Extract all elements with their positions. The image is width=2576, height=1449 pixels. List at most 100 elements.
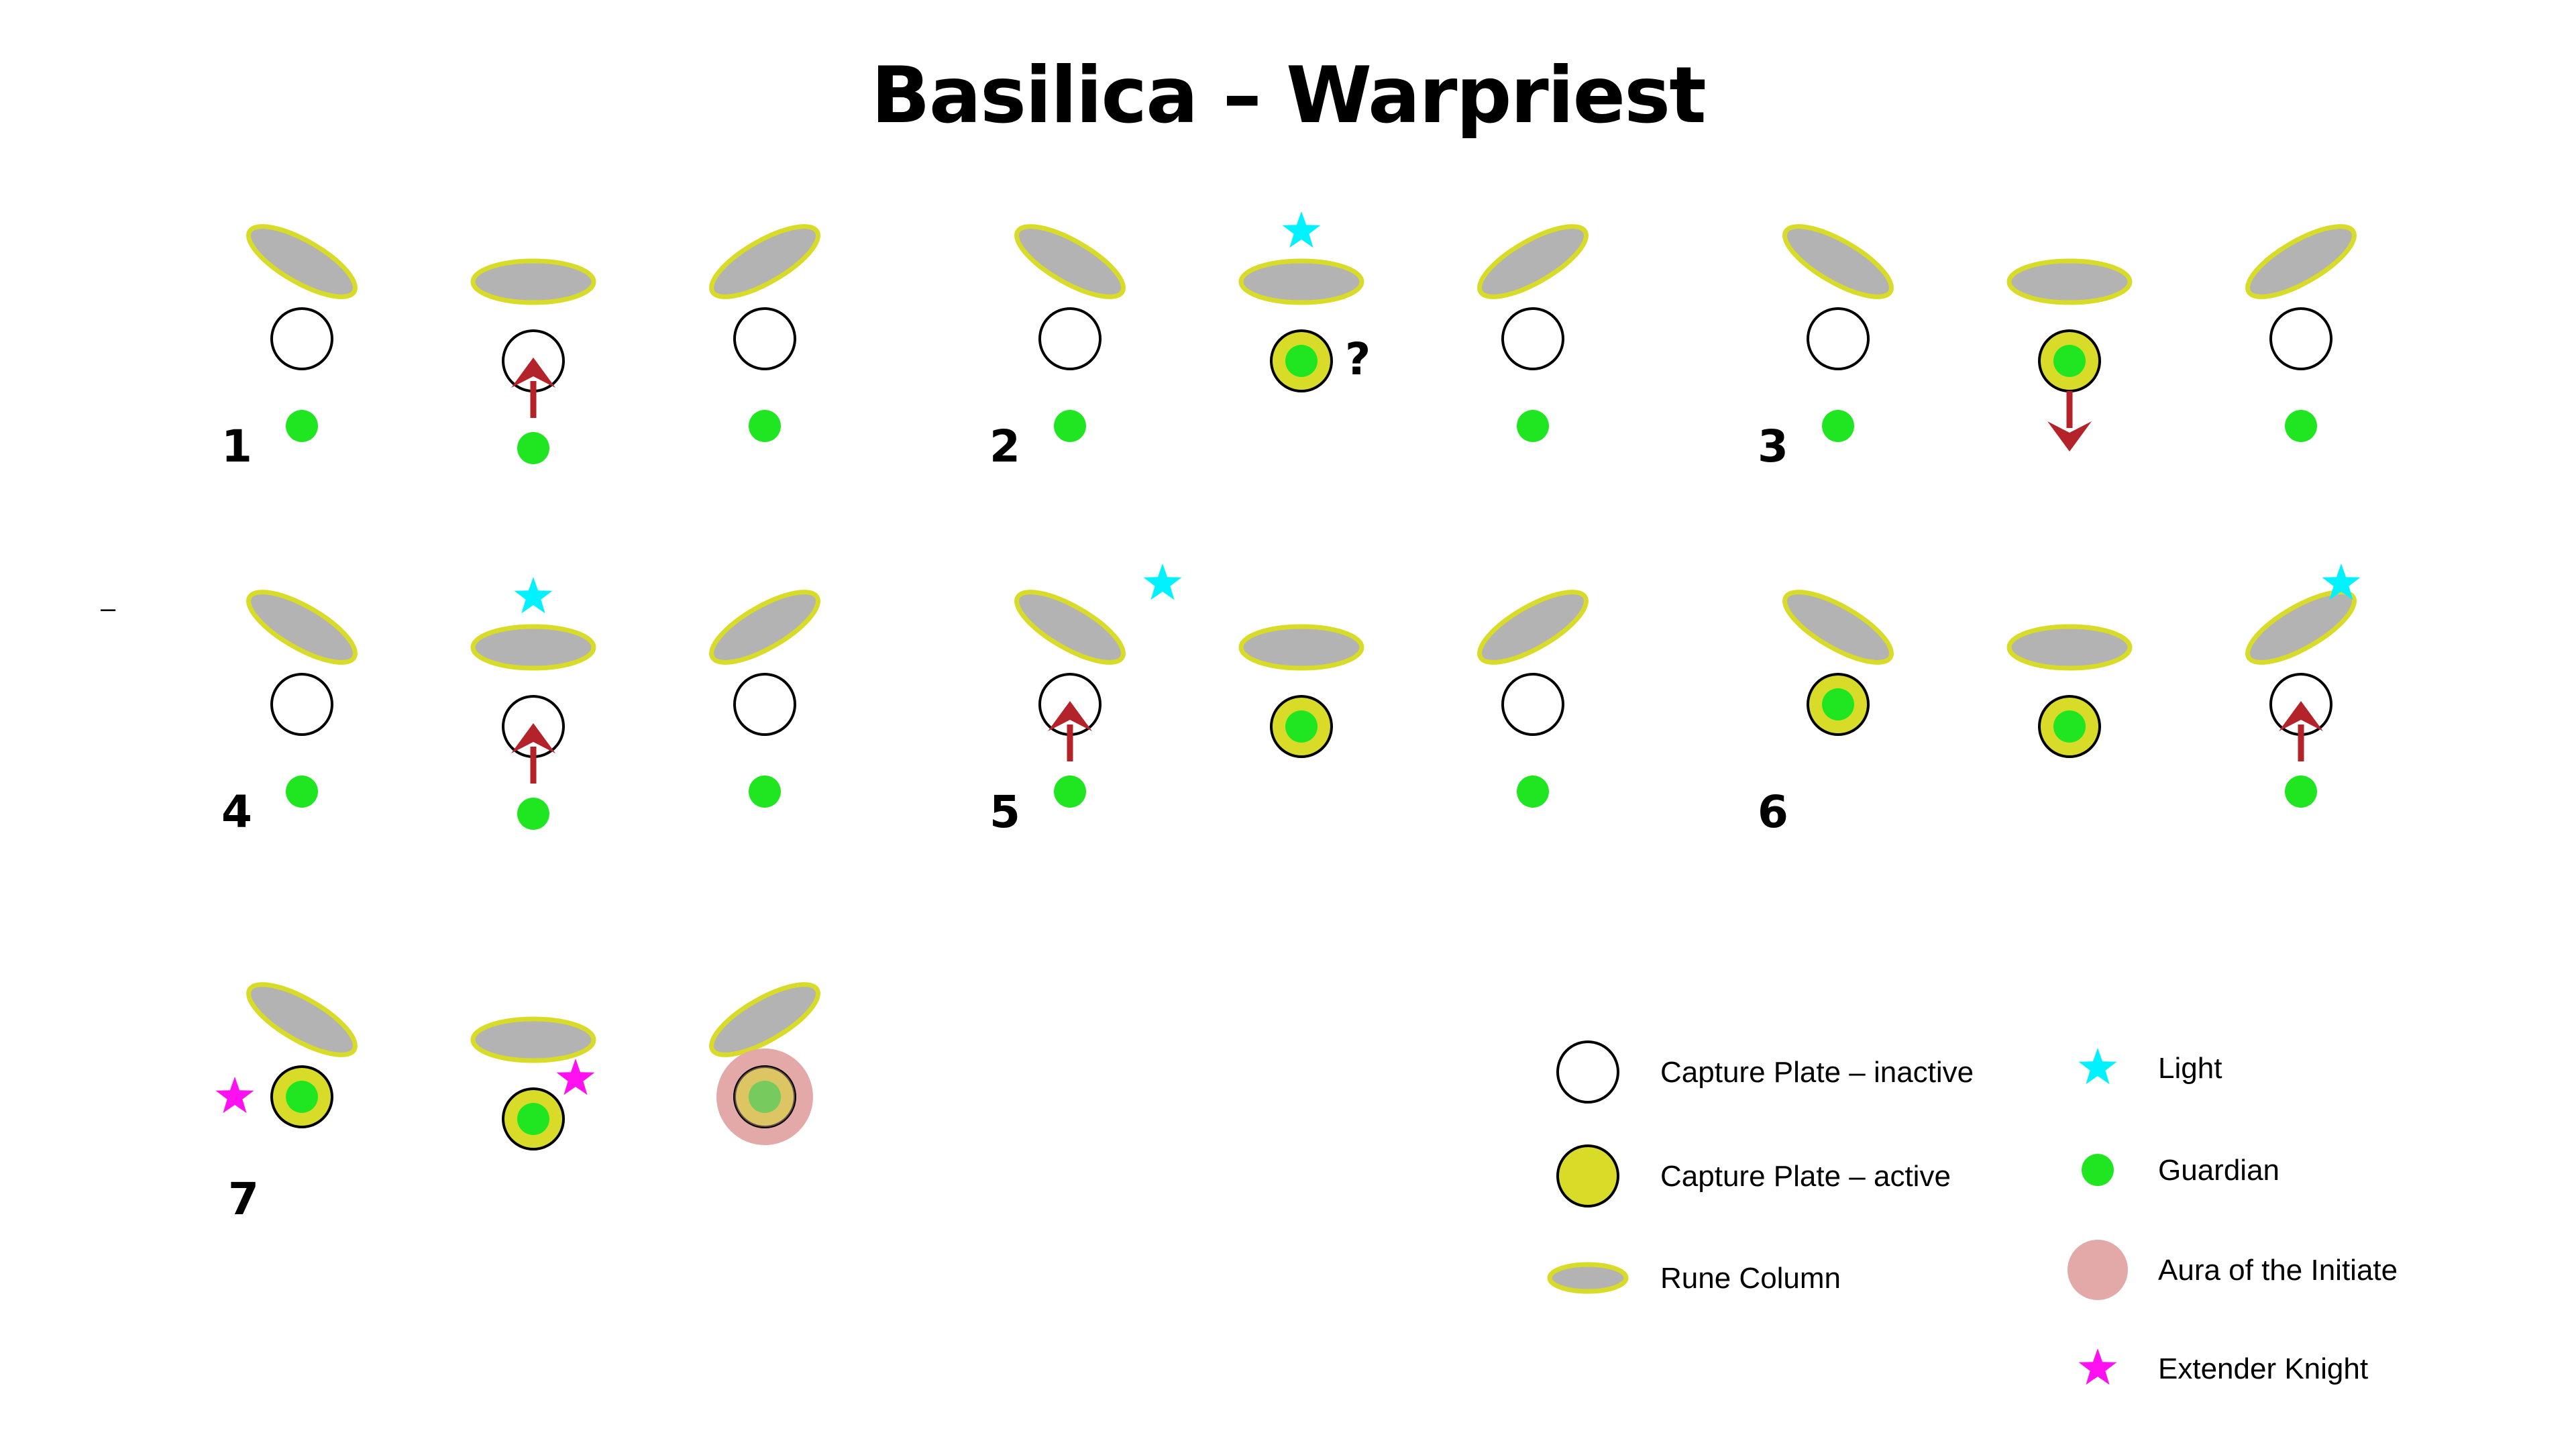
capture-plate-inactive xyxy=(733,307,796,370)
arrow-head xyxy=(2279,701,2323,731)
rune-column-0 xyxy=(246,590,358,665)
capture-plate-inactive xyxy=(1038,307,1102,370)
guardian-dot xyxy=(2053,345,2086,377)
rune-column-2 xyxy=(709,982,820,1057)
rune-column-1 xyxy=(470,258,596,305)
capture-plate-inactive xyxy=(1501,673,1564,736)
capture-plate-active-icon xyxy=(1556,1144,1619,1208)
step-number: 4 xyxy=(221,786,252,838)
step-number: 7 xyxy=(228,1173,259,1225)
rune-column-1 xyxy=(2006,258,2133,305)
move-arrow-down xyxy=(2047,391,2092,451)
step-number: 2 xyxy=(989,421,1020,472)
extender-knight-star xyxy=(215,1077,254,1114)
rune-column-2 xyxy=(709,224,820,299)
guardian-dot xyxy=(517,798,549,830)
stray-mark: – xyxy=(101,594,116,623)
guardian-dot xyxy=(286,410,318,442)
move-arrow-up xyxy=(2279,701,2323,761)
rune-column-0 xyxy=(1782,590,1894,665)
rune-column-icon xyxy=(1547,1262,1629,1294)
move-arrow-up xyxy=(511,358,555,418)
light-star xyxy=(2322,564,2361,600)
legend-item: Aura of the Initiate xyxy=(2068,1240,2398,1300)
step-number: 1 xyxy=(221,421,252,472)
capture-plate-inactive xyxy=(2269,307,2332,370)
legend-label: Capture Plate – inactive xyxy=(1660,1056,1974,1089)
light-star xyxy=(514,577,553,614)
step-7: 7 xyxy=(215,982,820,1225)
legend-label: Rune Column xyxy=(1660,1262,1841,1295)
rune-column-2 xyxy=(1477,224,1589,299)
guardian-dot xyxy=(1517,410,1549,442)
guardian-dot xyxy=(749,1081,781,1113)
rune-column-1 xyxy=(1238,258,1364,305)
legend-label: Light xyxy=(2158,1052,2222,1085)
aura-guardian-overlay xyxy=(749,1081,781,1113)
guardian-dot xyxy=(2285,410,2317,442)
legend: Capture Plate – inactive Capture Plate – … xyxy=(1547,1040,2398,1385)
capture-plate-inactive xyxy=(1807,307,1870,370)
arrow-head xyxy=(2047,421,2092,451)
guardian-dot xyxy=(1822,688,1854,720)
extender-knight-star-icon xyxy=(2078,1348,2117,1385)
legend-item: Capture Plate – active xyxy=(1556,1144,1951,1208)
rune-column-0 xyxy=(1014,590,1126,665)
guardian-dot xyxy=(1054,775,1086,808)
step-4: 4 xyxy=(221,577,820,838)
rune-column-1 xyxy=(470,1016,596,1063)
guardian-dot xyxy=(2285,775,2317,808)
rune-column-2 xyxy=(709,590,820,665)
guardian-dot xyxy=(1054,410,1086,442)
guardian-dot xyxy=(286,1081,318,1113)
light-star xyxy=(1143,564,1182,600)
step-5: 5 xyxy=(989,564,1589,838)
light-star-icon xyxy=(2078,1048,2117,1085)
page-title: Basilica – Warpriest xyxy=(871,50,1706,141)
rune-column-0 xyxy=(1782,224,1894,299)
legend-label: Guardian xyxy=(2158,1154,2279,1187)
step-6: 6 xyxy=(1758,564,2361,838)
capture-plate-inactive-icon xyxy=(1556,1040,1619,1104)
light-star xyxy=(1282,211,1321,248)
legend-item: Light xyxy=(2078,1048,2222,1085)
arrow-head xyxy=(1048,701,1092,731)
guardian-dot xyxy=(1822,410,1854,442)
guardian-dot xyxy=(517,432,549,464)
guardian-dot xyxy=(286,775,318,808)
guardian-dot xyxy=(1517,775,1549,808)
step-number: 3 xyxy=(1758,421,1788,472)
capture-plate-inactive xyxy=(733,673,796,736)
step-number: 5 xyxy=(989,786,1020,838)
rune-column-0 xyxy=(1014,224,1126,299)
step-number: 6 xyxy=(1758,786,1788,838)
guardian-dot-icon xyxy=(2082,1154,2114,1186)
legend-item: Rune Column xyxy=(1547,1262,1841,1295)
arrow-head xyxy=(511,358,555,388)
step-1: 1 xyxy=(221,224,820,472)
guardian-dot xyxy=(1285,345,1318,377)
move-arrow-up xyxy=(1048,701,1092,761)
rune-column-2 xyxy=(1477,590,1589,665)
legend-item: Guardian xyxy=(2082,1154,2279,1187)
move-arrow-up xyxy=(511,723,555,784)
step-2: ?2 xyxy=(989,211,1589,472)
aura-circle-icon xyxy=(2068,1240,2128,1300)
step-3: 3 xyxy=(1758,224,2357,472)
guardian-dot xyxy=(749,410,781,442)
legend-item: Capture Plate – inactive xyxy=(1556,1040,1974,1104)
legend-label: Extender Knight xyxy=(2158,1352,2368,1385)
rune-column-2 xyxy=(2245,590,2357,665)
rune-column-1 xyxy=(2006,624,2133,671)
rune-column-1 xyxy=(1238,624,1364,671)
question-mark: ? xyxy=(1345,333,1371,385)
guardian-dot xyxy=(2053,710,2086,743)
capture-plate-inactive xyxy=(270,673,333,736)
guardian-dot xyxy=(517,1103,549,1135)
legend-label: Aura of the Initiate xyxy=(2158,1254,2398,1287)
arrow-head xyxy=(511,723,555,753)
capture-plate-inactive xyxy=(1501,307,1564,370)
rune-column-2 xyxy=(2245,224,2357,299)
legend-item: Extender Knight xyxy=(2078,1348,2368,1385)
